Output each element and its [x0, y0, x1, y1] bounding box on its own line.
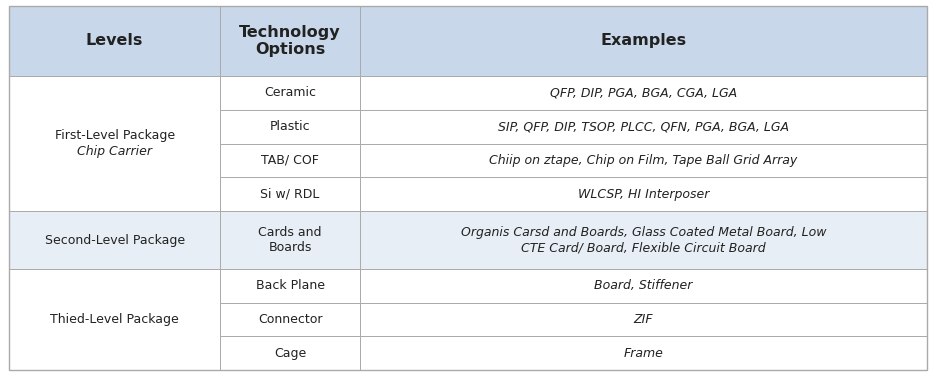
Text: Second-Level Package: Second-Level Package	[45, 233, 184, 247]
Text: Examples: Examples	[600, 33, 687, 48]
Bar	[9, 269, 220, 370]
Text: Organis Carsd and Boards, Glass Coated Metal Board, Low
CTE Card/ Board, Flexibl: Organis Carsd and Boards, Glass Coated M…	[461, 226, 826, 254]
Text: Back Plane: Back Plane	[256, 279, 325, 292]
Text: Frame: Frame	[623, 347, 664, 360]
Text: Technology
Options: Technology Options	[240, 24, 341, 57]
Bar	[360, 110, 927, 144]
Bar	[9, 211, 220, 269]
Bar	[220, 269, 360, 303]
Bar	[220, 6, 360, 76]
Text: ZIF: ZIF	[634, 313, 653, 326]
Bar	[360, 177, 927, 211]
Bar	[220, 177, 360, 211]
Bar	[9, 6, 220, 76]
Bar	[220, 303, 360, 337]
Text: Ceramic: Ceramic	[264, 86, 316, 99]
Text: First-Level Package: First-Level Package	[54, 129, 175, 142]
Text: Connector: Connector	[258, 313, 322, 326]
Bar	[9, 76, 220, 211]
Bar	[220, 144, 360, 177]
Text: Si w/ RDL: Si w/ RDL	[260, 188, 320, 201]
Text: WLCSP, HI Interposer: WLCSP, HI Interposer	[578, 188, 709, 201]
Bar	[220, 76, 360, 110]
Text: TAB/ COF: TAB/ COF	[261, 154, 319, 167]
Bar	[360, 303, 927, 337]
Bar	[220, 337, 360, 370]
Bar	[360, 269, 927, 303]
Text: Thied-Level Package: Thied-Level Package	[51, 313, 179, 326]
Bar	[360, 337, 927, 370]
Bar	[360, 144, 927, 177]
Bar	[360, 211, 927, 269]
Bar	[220, 211, 360, 269]
Text: Cards and
Boards: Cards and Boards	[258, 226, 322, 254]
Bar	[360, 76, 927, 110]
Text: Cage: Cage	[274, 347, 306, 360]
Bar	[360, 6, 927, 76]
Text: Chiip on ztape, Chip on Film, Tape Ball Grid Array: Chiip on ztape, Chip on Film, Tape Ball …	[490, 154, 797, 167]
Text: Chip Carrier: Chip Carrier	[77, 145, 153, 158]
Text: Levels: Levels	[86, 33, 143, 48]
Bar	[220, 110, 360, 144]
Text: QFP, DIP, PGA, BGA, CGA, LGA: QFP, DIP, PGA, BGA, CGA, LGA	[550, 86, 737, 99]
Text: SIP, QFP, DIP, TSOP, PLCC, QFN, PGA, BGA, LGA: SIP, QFP, DIP, TSOP, PLCC, QFN, PGA, BGA…	[498, 120, 789, 133]
Text: Board, Stiffener: Board, Stiffener	[594, 279, 693, 292]
Text: Plastic: Plastic	[270, 120, 311, 133]
